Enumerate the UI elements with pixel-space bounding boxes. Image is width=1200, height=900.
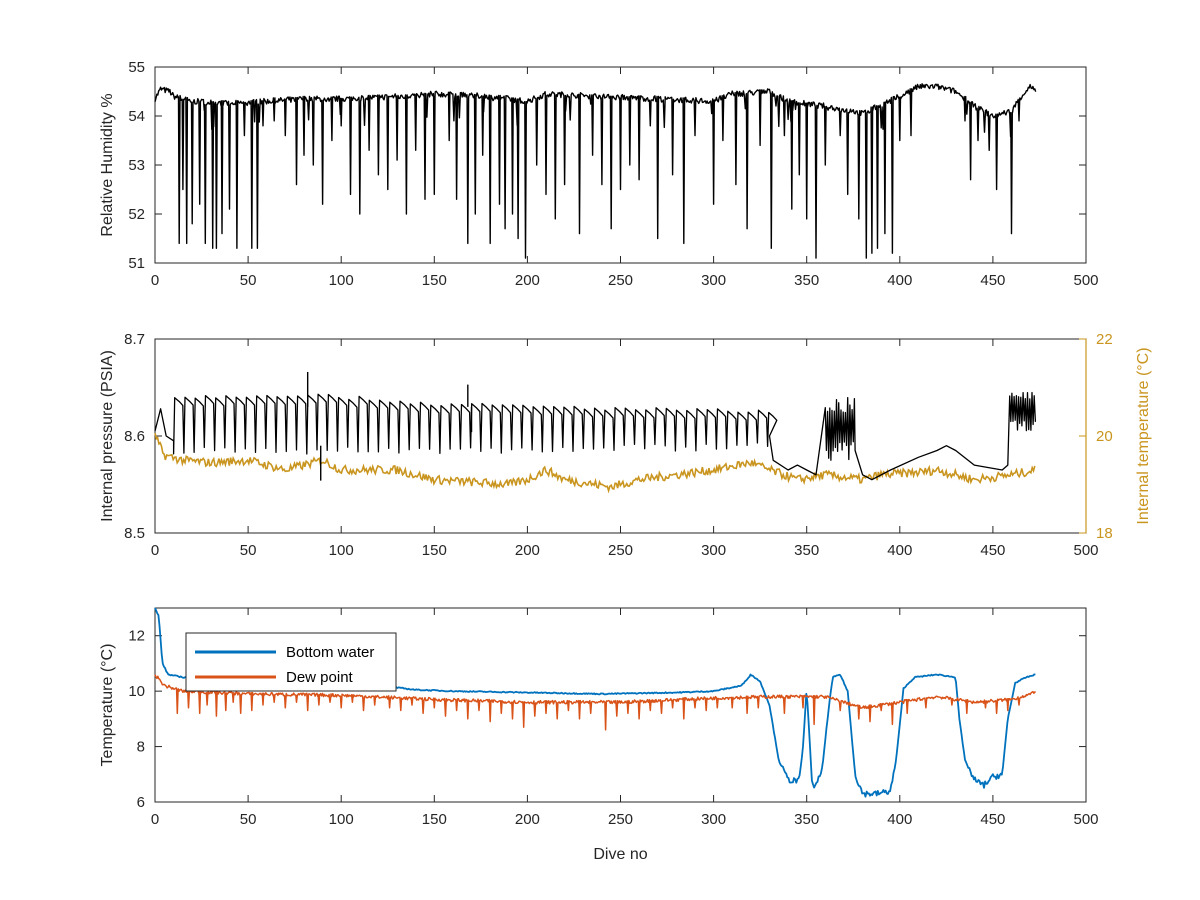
x-tick-label: 400 xyxy=(887,811,912,828)
x-tick-label: 300 xyxy=(701,272,726,289)
x-tick-label: 450 xyxy=(980,272,1005,289)
y-tick-label: 10 xyxy=(128,683,145,700)
legend: Bottom water Dew point xyxy=(185,632,397,692)
x-tick-label: 450 xyxy=(980,542,1005,559)
y-tick-label: 53 xyxy=(128,157,145,174)
x-tick-label: 250 xyxy=(608,272,633,289)
x-tick-label: 300 xyxy=(701,811,726,828)
x-tick-label: 150 xyxy=(422,811,447,828)
x-tick-label: 350 xyxy=(794,811,819,828)
x-tick-label: 500 xyxy=(1073,272,1098,289)
x-tick-label: 400 xyxy=(887,542,912,559)
x-tick-label: 100 xyxy=(329,542,354,559)
x-tick-label: 250 xyxy=(608,811,633,828)
y-tick-label: 8.7 xyxy=(124,331,145,348)
x-tick-label: 0 xyxy=(151,542,159,559)
internal-pressure-line xyxy=(154,391,1037,481)
x-tick-label: 200 xyxy=(515,542,540,559)
temperature-panel: 0 50 100 150 200 250 300 350 400 450 500 6 8 10 12 Temp… xyxy=(99,607,1099,863)
y-axis-label: Temperature (°C) xyxy=(99,644,116,767)
x-tick-label: 300 xyxy=(701,542,726,559)
plot-frame xyxy=(154,338,1087,534)
x-tick-label: 350 xyxy=(794,272,819,289)
y-tick-label: 55 xyxy=(128,59,145,76)
x-tick-label: 500 xyxy=(1073,811,1098,828)
y2-tick-label: 20 xyxy=(1096,428,1113,445)
y-tick-label: 12 xyxy=(128,628,145,645)
legend-label: Bottom water xyxy=(286,644,374,661)
legend-box xyxy=(185,632,397,692)
x-tick-label: 0 xyxy=(151,272,159,289)
x-tick-label: 400 xyxy=(887,272,912,289)
x-tick-label: 250 xyxy=(608,542,633,559)
x-tick-label: 50 xyxy=(240,272,257,289)
relative-humidity-panel: 0 50 100 150 200 250 300 350 400 450 500 51 52 53 54 55… xyxy=(99,59,1099,289)
y-tick-label: 6 xyxy=(137,794,145,811)
y-tick-label: 8.6 xyxy=(124,428,145,445)
y-tick-label: 8.5 xyxy=(124,525,145,542)
y-tick-label: 8 xyxy=(137,739,145,756)
x-tick-label: 150 xyxy=(422,272,447,289)
internal-pressure-panel: 0 50 100 150 200 250 300 350 400 450 500 8.5 8.6 8.7 I… xyxy=(99,331,1152,559)
x-tick-label: 100 xyxy=(329,811,354,828)
y-tick-label: 51 xyxy=(128,255,145,272)
y-tick-label: 52 xyxy=(128,206,145,223)
x-tick-label: 500 xyxy=(1073,542,1098,559)
internal-temperature-line xyxy=(154,432,1036,494)
x-tick-label: 50 xyxy=(240,811,257,828)
x-tick-label: 200 xyxy=(515,811,540,828)
y2-tick-label: 22 xyxy=(1096,331,1113,348)
y-axis-label: Internal pressure (PSIA) xyxy=(99,350,116,522)
x-tick-label: 100 xyxy=(329,272,354,289)
dew-point-line xyxy=(154,674,1036,731)
rh-series-line xyxy=(154,83,1037,259)
x-tick-label: 450 xyxy=(980,811,1005,828)
y-tick-label: 54 xyxy=(128,108,145,125)
x-tick-label: 50 xyxy=(240,542,257,559)
x-tick-label: 350 xyxy=(794,542,819,559)
y2-axis-label: Internal temperature (°C) xyxy=(1135,347,1152,524)
x-axis-label: Dive no xyxy=(593,846,647,863)
x-tick-label: 0 xyxy=(151,811,159,828)
y-axis-label: Relative Humidity % xyxy=(99,93,116,236)
x-tick-label: 200 xyxy=(515,272,540,289)
x-tick-label: 150 xyxy=(422,542,447,559)
legend-label: Dew point xyxy=(286,669,354,686)
y2-tick-label: 18 xyxy=(1096,525,1113,542)
